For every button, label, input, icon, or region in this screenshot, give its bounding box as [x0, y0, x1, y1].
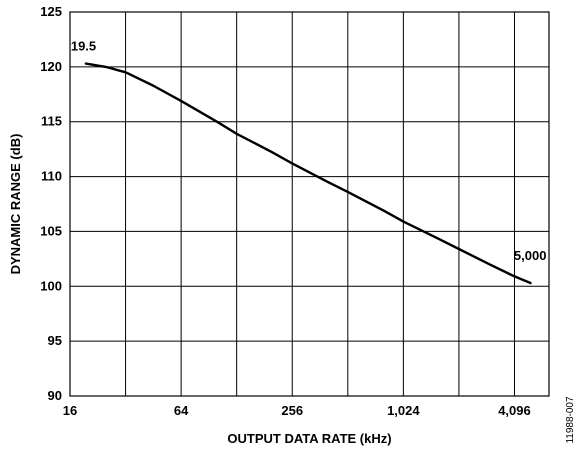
figure-id-label: 11988-007: [565, 396, 576, 444]
annotations: 19.5 5,000: [71, 39, 547, 263]
y-tick-label: 90: [48, 388, 62, 403]
plot-area-frame: [69, 11, 550, 397]
x-tick-label: 4,096: [498, 403, 531, 418]
y-axis-tick-labels: 90 95 100 105 110 115 120 125: [40, 4, 62, 403]
x-tick-label: 1,024: [387, 403, 420, 418]
y-tick-label: 95: [48, 333, 62, 348]
series-line-dynamic-range: [84, 62, 532, 285]
x-tick-label: 64: [174, 403, 189, 418]
x-tick-label: 256: [281, 403, 303, 418]
y-tick-label: 125: [40, 4, 62, 19]
y-tick-label: 120: [40, 59, 62, 74]
y-axis-title: DYNAMIC RANGE (dB): [8, 134, 23, 275]
x-tick-label: 16: [63, 403, 77, 418]
x-axis-title: OUTPUT DATA RATE (kHz): [227, 431, 391, 446]
x-axis-tick-labels: 16 64 256 1,024 4,096: [63, 403, 531, 418]
annotation-start-label: 19.5: [71, 39, 96, 54]
y-tick-label: 110: [41, 169, 62, 184]
y-tick-label: 105: [40, 223, 62, 238]
y-tick-label: 115: [41, 114, 62, 129]
annotation-end-label: 5,000: [514, 248, 547, 263]
grid-lines: [69, 11, 549, 397]
y-tick-label: 100: [40, 278, 62, 293]
